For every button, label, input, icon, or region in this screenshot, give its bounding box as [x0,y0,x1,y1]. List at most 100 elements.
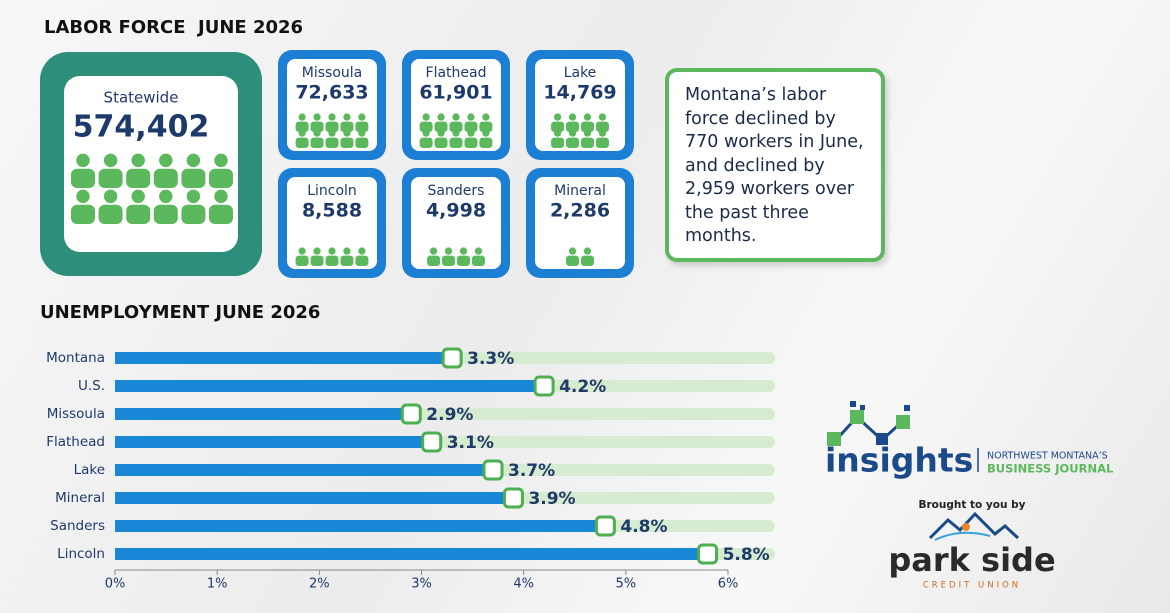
person-head [358,113,366,121]
people-icon [419,113,493,132]
tagline: NORTHWEST MONTANA’S [987,451,1108,462]
person-head [76,153,90,168]
person-body [325,255,339,266]
person-body [580,255,594,266]
value-label: 4.2% [559,377,606,397]
person-head [568,247,577,255]
person-body [295,137,309,148]
y-tick-label: Missoula [47,406,105,422]
person-head [103,189,118,204]
y-tick-label: Montana [46,350,105,366]
person-head [159,153,173,168]
bar [115,520,606,532]
person-head [343,247,351,255]
card-inner [535,177,625,269]
value-label: 3.3% [467,349,514,369]
person-head [467,113,475,121]
y-tick-label: Flathead [46,434,105,450]
x-tick-label: 4% [513,577,534,592]
tagline: BUSINESS JOURNAL [987,462,1114,476]
person-body [340,137,354,148]
card-label: Mineral [554,183,606,199]
person-head [482,113,490,121]
value-label: 2.9% [426,405,473,425]
person-head [583,113,592,121]
person-head [422,113,430,121]
person-head [583,247,592,255]
bar-marker [441,347,463,369]
person-head [298,113,306,121]
person-head [214,189,228,204]
y-tick-label: Lake [74,462,105,478]
person-body [580,121,594,132]
bar-marker [533,375,555,397]
person-body [595,121,609,132]
person-head [437,129,445,137]
sponsor-intro: Brought to you by [919,499,1026,511]
bar-marker [502,487,524,509]
card-value: 72,633 [295,82,368,104]
people-icon [71,189,233,224]
person-head [358,129,366,137]
value-label: 3.7% [508,461,555,481]
person-body [434,121,448,132]
people-icon [295,247,369,266]
person-head [328,129,336,137]
person-head [328,113,336,121]
person-body [479,137,493,148]
people-icon [551,113,609,132]
person-head [159,189,173,204]
person-body [98,168,123,188]
person-body [98,204,123,224]
person-head [298,129,306,137]
person-body [181,204,206,224]
people-icon [71,153,233,188]
person-head [313,129,321,137]
card-label: Lincoln [307,183,357,199]
person-head [328,247,336,255]
value-label: 3.9% [528,489,575,509]
bar [115,492,514,504]
person-body [456,255,470,266]
y-tick-label: U.S. [78,378,105,394]
card-value: 574,402 [73,110,210,145]
person-head [452,129,460,137]
x-tick-label: 2% [309,577,330,592]
person-body [355,121,369,132]
x-tick-label: 1% [207,577,228,592]
person-head [568,113,577,121]
person-body [464,121,478,132]
x-tick-label: 0% [105,577,126,592]
person-body [126,204,151,224]
person-body [126,168,151,188]
person-body [181,168,206,188]
person-body [355,255,369,266]
person-body [295,121,309,132]
sponsor-sub: CREDIT UNION [923,581,1021,591]
person-body [310,121,324,132]
person-body [295,255,309,266]
person-head [583,129,592,137]
value-label: 4.8% [620,517,667,537]
bar-marker [697,543,719,565]
person-head [343,113,351,121]
person-body [427,255,441,266]
card-value: 8,588 [302,200,362,222]
card-label: Missoula [302,65,362,81]
section-title: LABOR FORCE JUNE 2026 [44,17,303,38]
sponsor-sun [962,523,970,531]
person-body [551,137,565,148]
logo: insights [825,441,973,480]
person-head [598,129,607,137]
person-body [595,137,609,148]
card-label: Flathead [426,65,487,81]
person-head [186,153,201,168]
person-body [153,204,178,224]
card-inner [287,59,377,151]
person-body [310,137,324,148]
chart-title: UNEMPLOYMENT JUNE 2026 [40,302,320,323]
person-head [467,129,475,137]
value-label: 3.1% [447,433,494,453]
